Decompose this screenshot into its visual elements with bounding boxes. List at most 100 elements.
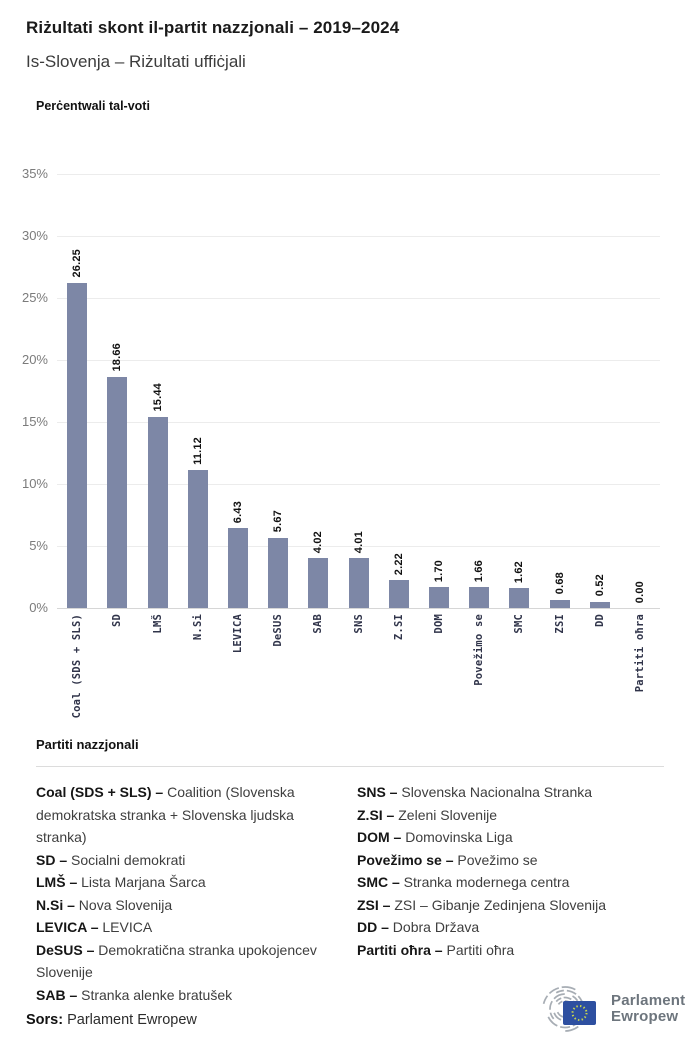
category-cell: Coal (SDS + SLS) bbox=[57, 614, 97, 718]
bar-value-label: 0.00 bbox=[633, 580, 646, 603]
x-tick-label: SD bbox=[111, 614, 124, 628]
bar-cell: 15.44 bbox=[137, 174, 177, 608]
legend-item-abbr: Partiti oħra – bbox=[357, 941, 443, 958]
legend-item: Z.SI – Zeleni Slovenije bbox=[357, 806, 498, 823]
bar bbox=[67, 282, 88, 608]
bar-cell: 0.68 bbox=[539, 174, 579, 608]
party-legend: Coal (SDS + SLS) – Coalition (Slovenska … bbox=[36, 781, 664, 1006]
bar bbox=[187, 470, 208, 608]
bar bbox=[227, 528, 248, 608]
gridline-35 bbox=[57, 174, 660, 175]
legend-item-abbr: Coal (SDS + SLS) – bbox=[36, 784, 164, 800]
legend-item: ZSI – ZSI – Gibanje Zedinjena Slovenija bbox=[357, 896, 607, 913]
legend-item-abbr: DeSUS – bbox=[36, 941, 95, 958]
y-tick-label: 5% bbox=[29, 538, 48, 553]
y-tick-label: 20% bbox=[21, 352, 48, 367]
legend-item-abbr: Z.SI – bbox=[357, 806, 395, 823]
y-tick-label: 35% bbox=[21, 166, 48, 181]
legend-item: SMC – Stranka modernega centra bbox=[357, 874, 570, 890]
gridline-30 bbox=[57, 236, 660, 237]
gridline-5 bbox=[57, 546, 660, 547]
chart-axis-title: Perċentwali tal-voti bbox=[36, 99, 150, 113]
ep-logo-line1: Parlament bbox=[611, 992, 686, 1009]
bar bbox=[348, 558, 369, 608]
x-tick-label: SAB bbox=[312, 614, 325, 634]
legend-item: DOM – Domovinska Liga bbox=[357, 829, 513, 845]
gridline-0 bbox=[57, 608, 660, 609]
legend-item: DeSUS – Demokratična stranka upokojencev… bbox=[36, 941, 317, 981]
x-tick-label: N.Si bbox=[191, 614, 204, 641]
legend-item-abbr: DD – bbox=[357, 919, 389, 935]
bar-value-label: 4.01 bbox=[352, 531, 365, 554]
x-tick-label: SNS bbox=[352, 614, 365, 634]
bar-value-label: 2.22 bbox=[392, 553, 405, 576]
x-tick-label: DOM bbox=[432, 614, 445, 634]
legend-item: LMŠ – Lista Marjana Šarca bbox=[36, 874, 206, 890]
bar-value-label: 1.62 bbox=[513, 560, 526, 583]
bar-chart-plot-area: 26.25 18.66 15.44 11.12 6.43 5.67 4.02 4.01 2.22… bbox=[57, 174, 660, 609]
legend-item: Partiti oħra – Partiti oħra bbox=[357, 941, 515, 958]
category-cell: DOM bbox=[419, 614, 459, 634]
bar-value-label: 5.67 bbox=[272, 510, 285, 533]
bar-cell: 1.66 bbox=[459, 174, 499, 608]
bar-value-label: 26.25 bbox=[71, 248, 84, 278]
category-cell: DeSUS bbox=[258, 614, 298, 647]
legend-item: Povežimo se – Povežimo se bbox=[357, 851, 538, 868]
x-tick-label: DD bbox=[593, 614, 606, 628]
bar-value-label: 1.66 bbox=[473, 560, 486, 583]
legend-divider bbox=[36, 766, 664, 767]
category-cell: ZSI bbox=[539, 614, 579, 634]
bar-cell: 4.01 bbox=[338, 174, 378, 608]
category-cell: SNS bbox=[338, 614, 378, 634]
page-title: Riżultati skont il-partit nazzjonali – 2… bbox=[26, 18, 400, 37]
ep-hemicycle-icon bbox=[542, 986, 596, 1032]
legend-column-1: Coal (SDS + SLS) – Coalition (Slovenska … bbox=[36, 781, 343, 1006]
source-line: Sors: Parlament Ewropew bbox=[26, 1012, 197, 1028]
legend-item-abbr: N.Si – bbox=[36, 896, 75, 913]
x-tick-label: Coal (SDS + SLS) bbox=[71, 614, 84, 719]
european-parliament-logo: Parlament Ewropew bbox=[527, 985, 687, 1033]
x-tick-label: LEVICA bbox=[231, 614, 244, 654]
y-tick-label: 15% bbox=[21, 414, 48, 429]
y-tick-label: 10% bbox=[21, 476, 48, 491]
x-tick-label: Partiti oħra bbox=[633, 614, 646, 693]
legend-item: SAB – Stranka alenke bratušek bbox=[36, 986, 233, 1003]
bar-cell: 6.43 bbox=[218, 174, 258, 608]
bar-value-label: 6.43 bbox=[231, 501, 244, 524]
bar-cell: 18.66 bbox=[97, 174, 137, 608]
bar-cell: 1.70 bbox=[419, 174, 459, 608]
category-cell: SAB bbox=[298, 614, 338, 634]
bar-cell: 5.67 bbox=[258, 174, 298, 608]
x-tick-label: LMŠ bbox=[151, 614, 164, 634]
category-cell: Partiti oħra bbox=[620, 614, 660, 692]
bar bbox=[147, 416, 168, 608]
gridline-25 bbox=[57, 298, 660, 299]
y-tick-label: 25% bbox=[21, 290, 48, 305]
gridline-15 bbox=[57, 422, 660, 423]
bar-value-label: 15.44 bbox=[151, 383, 164, 412]
category-cell: LEVICA bbox=[218, 614, 258, 653]
bar bbox=[509, 587, 530, 608]
source-name: Parlament Ewropew bbox=[67, 1012, 197, 1028]
legend-item: Coal (SDS + SLS) – Coalition (Slovenska … bbox=[36, 784, 295, 845]
legend-item-abbr: SD – bbox=[36, 851, 68, 868]
eu-flag-icon bbox=[563, 1001, 596, 1025]
bar-cell: 2.22 bbox=[379, 174, 419, 608]
bar-cell: 0.00 bbox=[620, 174, 660, 608]
legend-item: SD – Socialni demokrati bbox=[36, 851, 186, 868]
category-cell: LMŠ bbox=[137, 614, 177, 634]
bar-cell: 4.02 bbox=[298, 174, 338, 608]
legend-item-abbr: SNS – bbox=[357, 784, 398, 800]
category-cell: SD bbox=[97, 614, 137, 627]
legend-item: LEVICA – LEVICA bbox=[36, 919, 153, 935]
legend-item-abbr: Povežimo se – bbox=[357, 851, 454, 868]
legend-item-abbr: LMŠ – bbox=[36, 874, 78, 890]
legend-item-abbr: SAB – bbox=[36, 986, 78, 1003]
category-cell: SMC bbox=[499, 614, 539, 634]
x-tick-label: Povežimo se bbox=[473, 614, 486, 686]
bar bbox=[268, 537, 289, 608]
bar bbox=[428, 586, 449, 608]
bar bbox=[308, 558, 329, 608]
ep-logo-line2: Ewropew bbox=[611, 1008, 679, 1025]
